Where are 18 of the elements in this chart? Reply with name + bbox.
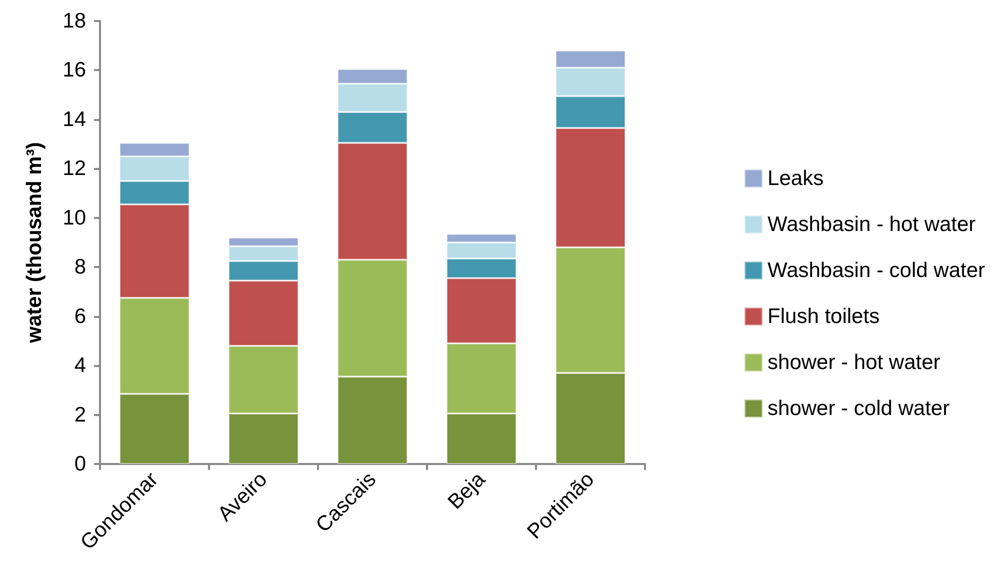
- legend-label: Washbasin - hot water: [768, 213, 976, 236]
- y-tick-label: 14: [62, 108, 86, 131]
- y-tick-label: 6: [74, 304, 86, 328]
- y-tick-label: 18: [62, 10, 86, 32]
- y-tick-label: 0: [74, 452, 86, 476]
- legend-label: Flush toilets: [768, 305, 880, 328]
- y-tick-label: 12: [62, 157, 86, 180]
- y-axis-title: water (thousand m³): [23, 142, 46, 344]
- y-tick-label: 16: [62, 58, 86, 82]
- x-tick-label: Beja: [444, 468, 490, 514]
- legend-label: shower - cold water: [768, 397, 950, 420]
- legend-label: Washbasin - cold water: [768, 259, 986, 282]
- legend-label: Leaks: [768, 167, 824, 190]
- y-tick-label: 8: [74, 256, 86, 279]
- y-tick-label: 4: [74, 354, 86, 378]
- legend-label: shower - hot water: [768, 351, 940, 374]
- y-tick-label: 10: [62, 206, 86, 230]
- y-tick-label: 2: [74, 403, 86, 426]
